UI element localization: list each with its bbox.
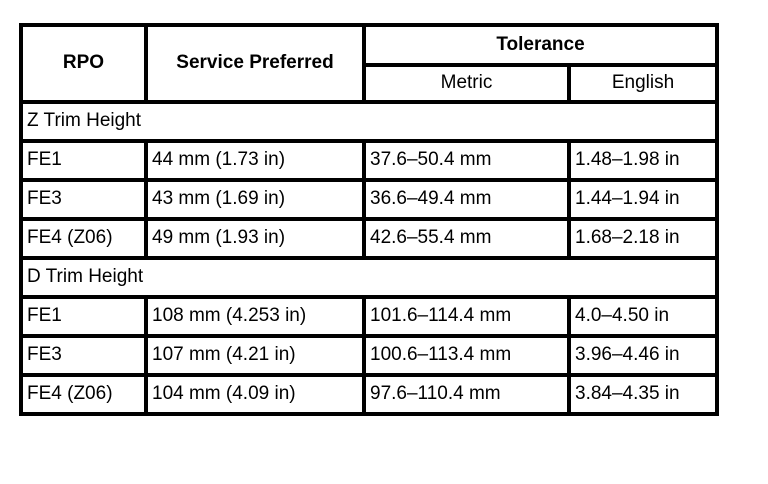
header-row-top: RPO Service Preferred Tolerance [19,23,720,104]
cell-service-preferred: 44 mm (1.73 in) [144,139,366,182]
cell-service-preferred: 108 mm (4.253 in) [144,295,366,338]
cell-rpo: FE3 [19,178,148,221]
table-row: FE3 43 mm (1.69 in) 36.6–49.4 mm 1.44–1.… [19,178,720,221]
column-header-rpo: RPO [19,23,148,104]
section-title: Z Trim Height [18,100,720,143]
header-row-sub: Metric English [21,63,720,104]
cell-english: 1.68–2.18 in [566,217,720,260]
cell-metric: 100.6–113.4 mm [362,334,571,377]
cell-metric: 42.6–55.4 mm [362,217,571,260]
section-row-d-trim-height: D Trim Height [18,256,720,299]
cell-rpo: FE4 (Z06) [19,217,148,260]
table-row: FE4 (Z06) 49 mm (1.93 in) 42.6–55.4 mm 1… [19,217,720,260]
section-title: D Trim Height [18,256,720,299]
column-header-tolerance: Tolerance [361,23,720,67]
cell-english: 4.0–4.50 in [566,295,720,338]
cell-service-preferred: 49 mm (1.93 in) [144,217,366,260]
trim-height-spec-table: RPO Service Preferred Tolerance Metric E… [18,23,720,416]
table-row: FE3 107 mm (4.21 in) 100.6–113.4 mm 3.96… [19,334,720,377]
cell-english: 3.96–4.46 in [566,334,720,377]
cell-metric: 97.6–110.4 mm [362,373,571,416]
cell-english: 1.44–1.94 in [566,178,720,221]
cell-service-preferred: 43 mm (1.69 in) [144,178,366,221]
section-row-z-trim-height: Z Trim Height [18,100,720,143]
table-row: FE1 44 mm (1.73 in) 37.6–50.4 mm 1.48–1.… [19,139,720,182]
cell-rpo: FE1 [19,295,148,338]
cell-metric: 37.6–50.4 mm [362,139,571,182]
table-row: FE1 108 mm (4.253 in) 101.6–114.4 mm 4.0… [19,295,720,338]
column-header-english: English [566,63,720,104]
column-header-service-preferred: Service Preferred [144,23,366,104]
cell-english: 1.48–1.98 in [566,139,720,182]
cell-metric: 101.6–114.4 mm [362,295,571,338]
cell-rpo: FE1 [19,139,148,182]
cell-english: 3.84–4.35 in [566,373,720,416]
column-header-metric: Metric [362,63,571,104]
table-row: FE4 (Z06) 104 mm (4.09 in) 97.6–110.4 mm… [19,373,720,416]
cell-metric: 36.6–49.4 mm [362,178,571,221]
cell-rpo: FE3 [19,334,148,377]
cell-rpo: FE4 (Z06) [19,373,148,416]
cell-service-preferred: 107 mm (4.21 in) [144,334,366,377]
cell-service-preferred: 104 mm (4.09 in) [144,373,366,416]
